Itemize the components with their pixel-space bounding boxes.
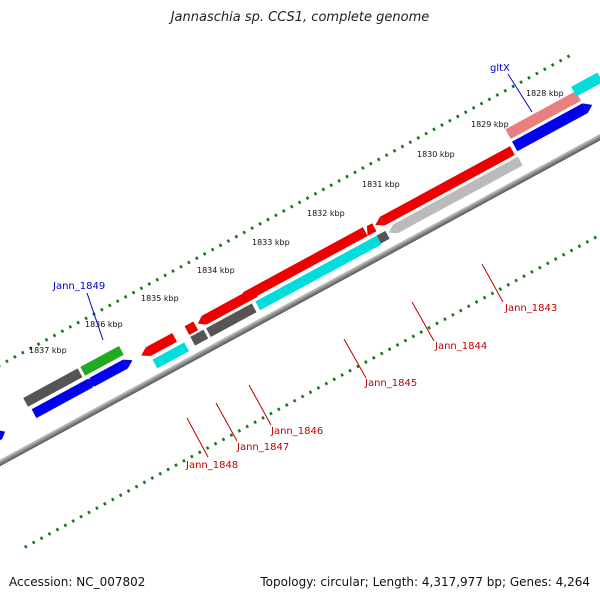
tick-label: 1828 kbp — [526, 89, 564, 98]
gene-callouts-blue — [86, 73, 533, 341]
gene-label-gltx[interactable]: gltX — [490, 63, 510, 74]
gene-blue-arrow[interactable] — [123, 356, 135, 369]
map-title: Jannaschia sp. CCS1, complete genome — [170, 10, 430, 25]
outer-tick-track — [0, 51, 577, 398]
gene-dark-gray-small[interactable] — [376, 230, 390, 244]
tick-label: 1830 kbp — [417, 150, 455, 159]
gene-blue[interactable] — [31, 378, 93, 419]
gene-label-jann-1847[interactable]: Jann_1847 — [236, 442, 289, 453]
gene-light-gray[interactable] — [393, 156, 523, 234]
gene-red-small[interactable] — [363, 223, 377, 236]
tick-label: 1834 kbp — [197, 266, 235, 275]
gene-dark-gray[interactable] — [206, 303, 257, 338]
topology-text: Topology: circular; Length: 4,317,977 bp… — [260, 575, 590, 589]
gene-red-forward[interactable] — [243, 227, 368, 301]
gene-cyan[interactable] — [152, 342, 189, 369]
gene-cyan[interactable] — [571, 72, 600, 97]
gene-dark-gray[interactable] — [23, 368, 83, 407]
tick-label: 1835 kbp — [141, 294, 179, 303]
gene-label-jann-1848[interactable]: Jann_1848 — [185, 460, 238, 471]
genome-backbone — [0, 125, 600, 475]
gene-label-jann-1846[interactable]: Jann_1846 — [270, 426, 323, 437]
gene-red-forward-arrow[interactable] — [139, 347, 151, 360]
gene-red-small[interactable] — [184, 321, 199, 336]
gene-label-jann-1843[interactable]: Jann_1843 — [504, 303, 557, 314]
accession-text: Accession: NC_007802 — [9, 575, 146, 589]
gene-label-jann-1849[interactable]: Jann_1849 — [52, 281, 105, 292]
callout-line — [86, 292, 104, 341]
gene-cyan[interactable] — [255, 235, 382, 311]
tick-label: 1829 kbp — [471, 120, 509, 129]
callout-line — [215, 402, 238, 442]
gene-pink[interactable] — [505, 91, 581, 139]
tick-label: 1833 kbp — [252, 238, 290, 247]
gene-dark-gray[interactable] — [190, 329, 209, 346]
gene-label-jann-1844[interactable]: Jann_1844 — [434, 341, 487, 352]
callout-line — [186, 417, 209, 458]
gene-callouts — [186, 263, 504, 458]
gene-red-forward[interactable] — [379, 146, 515, 226]
gene-red-forward-arrow[interactable] — [373, 216, 385, 230]
gene-blue-arrow[interactable] — [87, 375, 100, 388]
tick-labels: 1828 kbp 1829 kbp 1830 kbp 1831 kbp 1832… — [29, 89, 564, 355]
gene-green[interactable] — [80, 345, 124, 376]
tick-label: 1837 kbp — [29, 346, 67, 355]
gene-red-forward[interactable] — [201, 288, 258, 325]
gene-light-gray-arrow[interactable] — [386, 224, 398, 237]
callout-line — [507, 73, 533, 113]
gene-blue-arrow[interactable] — [582, 100, 594, 114]
callout-line — [481, 263, 504, 303]
gene-red-forward-arrow[interactable] — [195, 315, 207, 328]
gene-blue[interactable] — [89, 359, 128, 387]
gene-red-forward[interactable] — [145, 332, 178, 357]
gene-blue[interactable] — [512, 103, 588, 152]
tick-label: 1836 kbp — [85, 320, 123, 329]
callout-line — [248, 384, 272, 426]
callout-line — [343, 338, 367, 379]
gene-blue-arrow[interactable] — [0, 427, 7, 445]
callout-line — [411, 301, 435, 342]
tick-label: 1831 kbp — [362, 180, 400, 189]
gene-label-jann-1845[interactable]: Jann_1845 — [364, 378, 417, 389]
tick-label: 1832 kbp — [307, 209, 345, 218]
